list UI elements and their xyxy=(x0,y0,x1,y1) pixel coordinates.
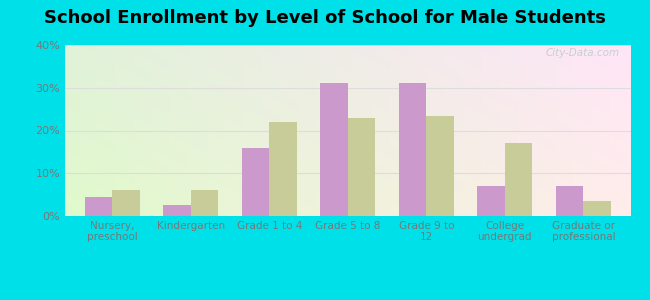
Bar xyxy=(426,116,454,216)
Bar xyxy=(242,148,269,216)
Bar xyxy=(190,190,218,216)
Bar xyxy=(163,205,190,216)
Bar xyxy=(320,83,348,216)
Bar xyxy=(556,186,584,216)
Bar xyxy=(399,83,426,216)
Bar xyxy=(348,118,375,216)
Bar xyxy=(269,122,296,216)
Bar xyxy=(584,201,611,216)
Bar xyxy=(84,197,112,216)
Bar xyxy=(477,186,505,216)
Text: City-Data.com: City-Data.com xyxy=(545,48,619,59)
Bar xyxy=(112,190,140,216)
Bar xyxy=(505,143,532,216)
Text: School Enrollment by Level of School for Male Students: School Enrollment by Level of School for… xyxy=(44,9,606,27)
